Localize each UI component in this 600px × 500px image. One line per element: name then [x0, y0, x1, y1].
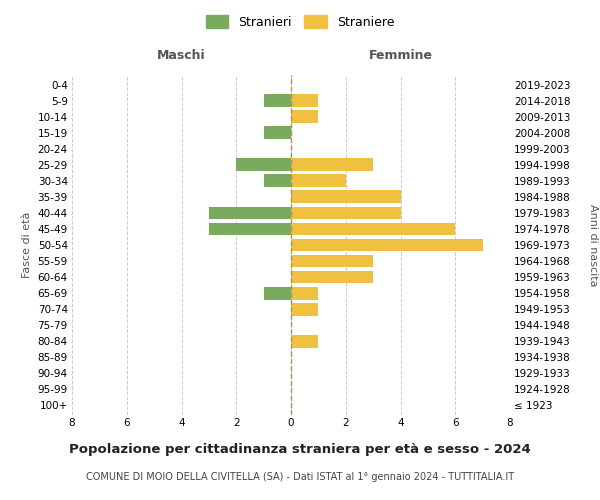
- Bar: [291, 94, 319, 107]
- Bar: [291, 270, 373, 283]
- Text: COMUNE DI MOIO DELLA CIVITELLA (SA) - Dati ISTAT al 1° gennaio 2024 - TUTTITALIA: COMUNE DI MOIO DELLA CIVITELLA (SA) - Da…: [86, 472, 514, 482]
- Y-axis label: Fasce di età: Fasce di età: [22, 212, 32, 278]
- Text: Femmine: Femmine: [368, 50, 433, 62]
- Y-axis label: Anni di nascita: Anni di nascita: [587, 204, 598, 286]
- Bar: [263, 286, 291, 300]
- Bar: [263, 126, 291, 139]
- Bar: [236, 158, 291, 171]
- Text: Maschi: Maschi: [157, 50, 206, 62]
- Bar: [291, 286, 319, 300]
- Bar: [291, 254, 373, 268]
- Bar: [291, 335, 319, 347]
- Bar: [291, 110, 319, 123]
- Bar: [291, 222, 455, 235]
- Bar: [291, 158, 373, 171]
- Bar: [209, 206, 291, 220]
- Bar: [291, 190, 401, 203]
- Legend: Stranieri, Straniere: Stranieri, Straniere: [202, 11, 398, 32]
- Bar: [291, 206, 401, 220]
- Bar: [263, 94, 291, 107]
- Bar: [291, 174, 346, 188]
- Bar: [291, 238, 482, 252]
- Text: Popolazione per cittadinanza straniera per età e sesso - 2024: Popolazione per cittadinanza straniera p…: [69, 442, 531, 456]
- Bar: [263, 174, 291, 188]
- Bar: [291, 302, 319, 316]
- Bar: [209, 222, 291, 235]
